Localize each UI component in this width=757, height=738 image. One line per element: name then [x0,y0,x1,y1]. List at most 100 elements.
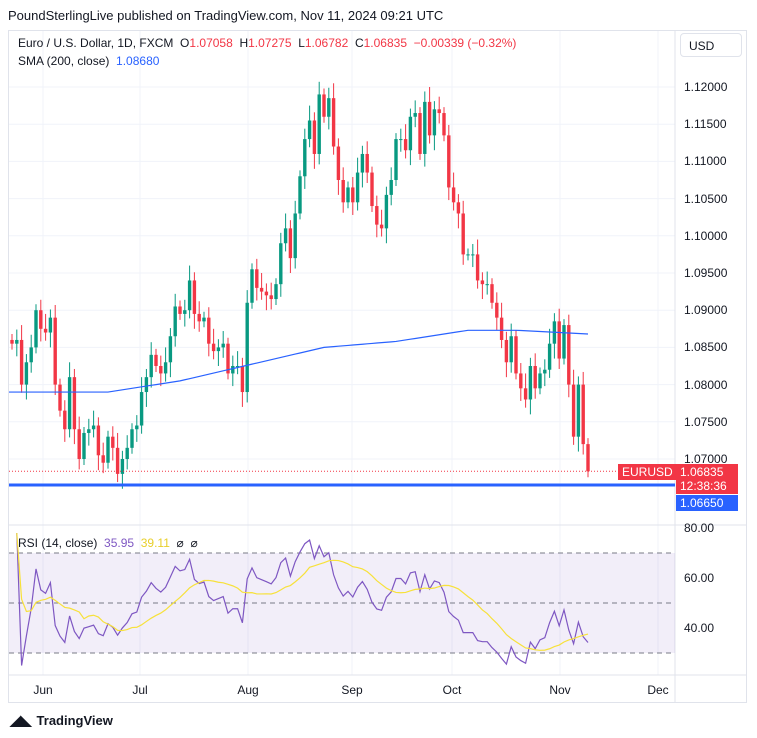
candle-body [43,328,48,333]
candle-body [298,176,302,214]
last-price-tag: 1.06835 [676,464,738,480]
candle-body [149,354,153,378]
rsi-value: 35.95 [104,536,135,550]
candle-body [87,429,91,433]
candle-body [211,343,216,352]
candle-body [331,98,336,147]
candle-body [408,116,413,151]
candle-body [216,347,221,352]
price-tick: 1.08500 [684,340,728,355]
candle-body [418,113,422,154]
high-label: H [239,36,249,50]
candle-body [576,384,581,437]
candle-body [163,362,168,374]
candle-body [456,202,461,214]
candle-body [504,339,509,363]
price-tick: 1.12000 [684,80,728,94]
price-tick: 1.10000 [684,228,728,243]
candle-body [514,336,518,374]
open-value: 1.07058 [189,36,233,50]
candle-body [72,377,77,430]
candle-body [240,366,245,393]
candle-body [437,109,441,114]
candle-body [288,228,293,259]
candle-body [130,429,134,448]
candle-body [351,187,355,203]
price-tick: 1.09000 [684,303,728,318]
candle-body [245,302,249,393]
rsi-tick: 40.00 [684,621,715,635]
candle-body [144,377,149,393]
candle-body [432,109,437,136]
candle-body [547,343,552,370]
candle-body [202,317,206,322]
high-value: 1.07275 [248,36,292,50]
candle-body [365,153,369,173]
price-tick: 1.09500 [684,266,728,280]
candle-body [154,354,158,366]
candle-body [423,101,427,154]
candle-body [336,146,341,180]
candle-body [451,187,456,203]
time-tick: Oct [442,683,462,697]
candle-body [221,343,225,348]
candle-body [19,339,24,385]
candle-body [562,325,566,359]
candle-body [413,113,417,117]
close-label: C [354,36,364,50]
candle-body [29,347,33,363]
candle-body [264,291,269,296]
candle-body [115,447,120,474]
candle-body [471,254,475,256]
tradingview-logo[interactable]: ◢◣ TradingView [10,712,113,729]
time-tick: Jun [33,683,53,697]
time-tick: Aug [237,683,259,697]
candle-body [226,343,230,374]
candle-body [399,139,403,141]
rsi-label: RSI (14, close) [18,536,98,550]
candle-body [77,429,81,459]
candle-body [427,101,432,136]
sma-value: 1.08680 [116,54,160,68]
candle-body [581,384,585,445]
candle-body [490,284,494,303]
change-value: −0.00339 (−0.32%) [413,36,517,50]
candle-body [53,317,57,385]
rsi-legend[interactable]: RSI (14, close) 35.95 39.11 ⌀ ⌀ [18,536,198,550]
candle-body [235,366,240,367]
rsi-ma-value: 39.11 [140,536,170,550]
candle-body [303,139,307,177]
candle-body [312,120,317,154]
candle-body [48,317,53,333]
candle-body [567,325,571,385]
candle-body [183,310,187,314]
candle-body [283,228,288,244]
chart-frame [8,30,747,703]
na-value-2: ⌀ [190,536,198,550]
candle-body [327,98,331,117]
sma-line [9,329,589,393]
currency-button[interactable]: USD [680,33,742,57]
candle-body [307,120,312,140]
candle-body [135,425,139,430]
candle-body [341,180,345,203]
candle-body [543,369,547,374]
candle-body [509,336,513,363]
time-tick: Dec [647,683,669,697]
candle-body [379,224,384,229]
candle-body [192,280,197,314]
candle-body [231,366,235,374]
candle-body [101,455,105,463]
candle-body [389,180,393,195]
candle-body [355,172,360,203]
candle-body [197,313,201,322]
candle-body [442,113,446,136]
sma-legend[interactable]: SMA (200, close) 1.08680 [18,54,159,68]
candle-body [495,302,499,318]
candle-body [394,139,398,180]
symbol-title: Euro / U.S. Dollar, 1D, FXCM [18,36,174,50]
candle-body [159,366,163,374]
price-tick: 1.11000 [684,154,727,169]
candle-body [139,392,144,426]
